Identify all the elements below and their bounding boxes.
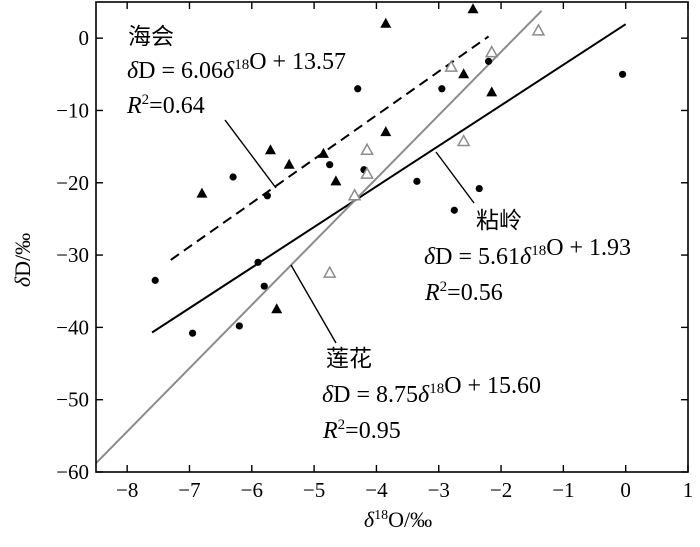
- x-tick-label: −3: [428, 478, 450, 502]
- annotation-equation-nianling: δD = 5.61δ18O + 1.93: [424, 235, 631, 270]
- data-point-circle: [438, 85, 446, 93]
- y-tick-label: −60: [56, 460, 89, 484]
- data-point-triangle-filled: [467, 3, 479, 14]
- regression-line-nianling: [151, 23, 627, 334]
- data-point-circle: [450, 206, 458, 214]
- y-tick-label: −20: [56, 171, 89, 195]
- leader-line: [224, 119, 277, 189]
- x-tick-label: −1: [552, 478, 574, 502]
- x-tick-label: −5: [303, 478, 325, 502]
- data-point-triangle-open: [360, 166, 374, 179]
- annotation-r2-lianhua: R2=0.95: [322, 417, 401, 444]
- x-tick-label: 1: [683, 478, 694, 502]
- axes: [95, 1, 689, 473]
- data-point-triangle-filled: [271, 303, 283, 314]
- data-point-triangle-open: [456, 133, 471, 147]
- annotation-r2-nianling: R2=0.56: [424, 279, 503, 306]
- data-point-triangle-open: [444, 59, 458, 72]
- data-point-circle: [263, 192, 271, 200]
- annotation-equation-haihui: δD = 6.06δ18O + 13.57: [127, 49, 346, 84]
- regression-lines: [95, 10, 627, 464]
- data-points: [151, 3, 627, 337]
- data-point-triangle-filled: [196, 187, 208, 198]
- annotation-equation-lianhua: δD = 8.75δ18O + 15.60: [322, 373, 541, 408]
- data-point-circle: [618, 70, 627, 78]
- data-point-triangle-open: [484, 45, 499, 58]
- data-point-circle: [326, 161, 334, 169]
- leader-line: [290, 264, 337, 344]
- y-axis-title: δD/‰: [10, 233, 35, 287]
- regression-line-lianhua: [95, 10, 543, 464]
- annotation-r2-haihui: R2=0.64: [126, 92, 205, 119]
- plot-frame: [95, 1, 689, 473]
- data-point-triangle-filled: [486, 86, 498, 97]
- x-tick-label: 0: [620, 478, 631, 502]
- x-tick-label: −6: [241, 478, 263, 502]
- data-point-triangle-open: [531, 23, 546, 36]
- y-tick-label: −50: [56, 388, 89, 412]
- data-point-triangle-open: [347, 188, 362, 201]
- x-axis-title: δ18O/‰: [364, 507, 432, 532]
- y-tick-label: 0: [79, 26, 90, 50]
- y-tick-label: −10: [56, 98, 89, 122]
- data-point-circle: [413, 177, 421, 185]
- data-point-circle: [475, 184, 483, 193]
- data-point-triangle-open: [360, 142, 374, 155]
- data-point-triangle-filled: [380, 17, 392, 28]
- data-point-circle: [229, 173, 237, 181]
- data-point-circle: [260, 282, 268, 290]
- data-point-triangle-filled: [380, 126, 392, 137]
- data-point-triangle-open: [322, 265, 337, 278]
- data-point-circle: [354, 85, 362, 93]
- data-point-triangle-filled: [264, 144, 276, 155]
- y-tick-labels: 0 −10 −20 −30 −40 −50 −60: [56, 26, 89, 484]
- data-point-triangle-filled: [283, 158, 295, 169]
- data-point-circle: [254, 258, 262, 266]
- x-tick-labels: −8 −7 −6 −5 −4 −3 −2 −1 0 1: [116, 478, 693, 502]
- x-tick-label: −7: [178, 478, 200, 502]
- leader-line: [435, 151, 475, 204]
- data-point-triangle-filled: [317, 147, 329, 158]
- data-point-circle: [484, 57, 493, 65]
- annotation-name-lianhua: 莲花: [326, 346, 372, 372]
- x-tick-label: −2: [490, 478, 512, 502]
- data-point-circle: [235, 322, 243, 330]
- y-tick-label: −30: [56, 243, 89, 267]
- regression-line-haihui: [170, 35, 490, 261]
- data-point-triangle-filled: [458, 68, 470, 79]
- data-point-circle: [188, 329, 197, 337]
- data-point-circle: [151, 276, 159, 284]
- leader-lines: [224, 119, 475, 344]
- annotation-name-haihui: 海会: [128, 24, 174, 50]
- data-point-triangle-filled: [330, 175, 342, 186]
- x-tick-label: −8: [116, 478, 138, 502]
- y-tick-label: −40: [56, 315, 89, 339]
- annotation-name-nianling: 粘岭: [476, 208, 522, 234]
- x-tick-label: −4: [365, 478, 388, 502]
